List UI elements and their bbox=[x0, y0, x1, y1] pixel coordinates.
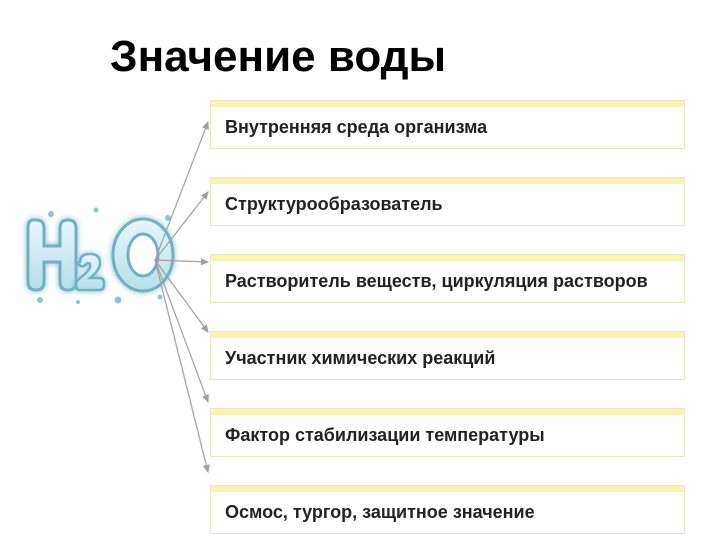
page-title: Значение воды bbox=[110, 32, 446, 82]
item-box: Растворитель веществ, циркуляция раствор… bbox=[210, 254, 685, 303]
item-box: Осмос, тургор, защитное значение bbox=[210, 485, 685, 534]
item-text: Участник химических реакций bbox=[211, 338, 684, 379]
item-text: Фактор стабилизации температуры bbox=[211, 415, 684, 456]
h2o-graphic bbox=[18, 200, 188, 310]
item-text: Внутренняя среда организма bbox=[211, 107, 684, 148]
items-container: Внутренняя среда организма Структурообра… bbox=[210, 100, 685, 534]
item-text: Структурообразователь bbox=[211, 184, 684, 225]
item-box: Внутренняя среда организма bbox=[210, 100, 685, 149]
item-text: Растворитель веществ, циркуляция раствор… bbox=[211, 261, 684, 302]
item-box: Структурообразователь bbox=[210, 177, 685, 226]
item-box: Участник химических реакций bbox=[210, 331, 685, 380]
h2o-icon bbox=[18, 200, 188, 310]
item-box: Фактор стабилизации температуры bbox=[210, 408, 685, 457]
item-text: Осмос, тургор, защитное значение bbox=[211, 492, 684, 533]
